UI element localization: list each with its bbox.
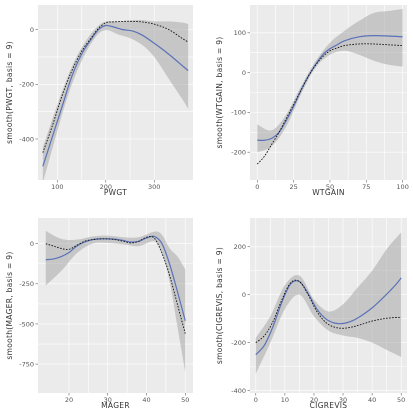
- panel-mager-fitted-line: [45, 235, 186, 321]
- panel-pwgt-x-tick-label: 100: [51, 183, 63, 191]
- panel-wtgain-y-tick-label: -100: [231, 109, 246, 117]
- panel-mager: 20 30 40 50 0 -250 -500 -750 MAGER smooth(MAGER…: [5, 218, 193, 410]
- panel-cigrevis-x-tick-label: 20: [310, 396, 318, 404]
- panel-wtgain-confidence-band: [257, 8, 403, 153]
- panel-wtgain-y-tick-label: 100: [234, 29, 246, 37]
- panel-pwgt-background: [38, 5, 193, 180]
- panel-mager-x-tick-label: 30: [104, 396, 112, 404]
- panel-wtgain-xlabel: WTGAIN: [312, 188, 345, 197]
- panel-mager-x-tick-label: 50: [181, 396, 189, 404]
- panel-cigrevis-y-tick-label: 200: [234, 243, 246, 251]
- panel-wtgain-fitted-line: [257, 34, 403, 141]
- panel-cigrevis-y-tick-label: -200: [231, 339, 246, 347]
- panel-wtgain-y-tick-label: 0: [242, 69, 246, 77]
- panel-wtgain-x-tick-label: 25: [289, 183, 297, 191]
- panel-cigrevis-ylabel: smooth(CIGREVIS, basis = 9): [215, 247, 224, 364]
- panel-pwgt-fitted-line: [42, 24, 189, 167]
- panel-mager-x-tick-label: 40: [142, 396, 150, 404]
- panel-mager-y-tick-label: 0: [30, 240, 34, 248]
- panel-pwgt-x-tick-label: 200: [100, 183, 112, 191]
- panel-cigrevis: 0 10 20 30 40 50 200 0 -200 -400 CIGREVIS smooth(…: [215, 218, 407, 410]
- panel-wtgain-x-tick-label: 50: [326, 183, 334, 191]
- panel-wtgain-x-tick-label: 100: [396, 183, 408, 191]
- panel-cigrevis-x-tick-label: 50: [397, 396, 405, 404]
- panel-wtgain-y-tick-label: -200: [231, 148, 246, 156]
- panel-pwgt-ylabel: smooth(PWGT, basis = 9): [5, 41, 14, 144]
- panel-cigrevis-reference-line: [255, 279, 402, 344]
- panel-cigrevis-confidence-band: [255, 232, 402, 374]
- panel-pwgt-xlabel: PWGT: [104, 188, 127, 197]
- panel-cigrevis-fitted-line: [255, 277, 402, 356]
- panel-mager-ylabel: smooth(MAGER, basis = 9): [5, 251, 14, 359]
- panel-cigrevis-x-tick-label: 10: [281, 396, 289, 404]
- panel-wtgain-ylabel: smooth(WTGAIN, basis = 9): [215, 36, 224, 148]
- panel-wtgain: 0 25 50 75 100 100 0 -100 -200 WTGAIN smooth(WTG…: [215, 5, 409, 197]
- panel-cigrevis-y-tick-label: -400: [231, 387, 246, 395]
- panel-cigrevis-x-tick-label: 0: [254, 396, 258, 404]
- panel-cigrevis-y-tick-label: 0: [242, 291, 246, 299]
- panel-pwgt-y-tick-label: 0: [30, 26, 34, 34]
- panel-mager-y-tick-label: -750: [19, 360, 34, 368]
- panel-mager-x-tick-label: 20: [65, 396, 73, 404]
- panel-mager-y-tick-label: -250: [19, 280, 34, 288]
- panel-mager-reference-line: [45, 236, 186, 334]
- panel-pwgt-x-tick-label: 300: [148, 183, 160, 191]
- panel-cigrevis-x-tick-label: 30: [339, 396, 347, 404]
- panel-pwgt-y-tick-label: -400: [19, 135, 34, 143]
- panel-wtgain-x-tick-label: 0: [255, 183, 259, 191]
- panel-cigrevis-x-tick-label: 40: [368, 396, 376, 404]
- panel-mager-xlabel: MAGER: [101, 401, 130, 410]
- panel-pwgt: 100 200 300 0 -200 -400 PWGT smooth(PWGT, bas…: [5, 5, 193, 197]
- panel-pwgt-reference-line: [42, 20, 189, 153]
- panel-wtgain-x-tick-label: 75: [362, 183, 370, 191]
- panel-wtgain-reference-line: [256, 43, 403, 165]
- panel-mager-confidence-band: [45, 230, 186, 373]
- panel-mager-y-tick-label: -500: [19, 320, 34, 328]
- panel-pwgt-y-tick-label: -200: [19, 81, 34, 89]
- panel-cigrevis-xlabel: CIGREVIS: [310, 401, 348, 410]
